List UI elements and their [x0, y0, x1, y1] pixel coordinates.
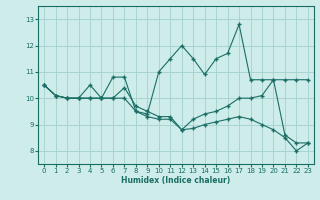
- X-axis label: Humidex (Indice chaleur): Humidex (Indice chaleur): [121, 176, 231, 185]
